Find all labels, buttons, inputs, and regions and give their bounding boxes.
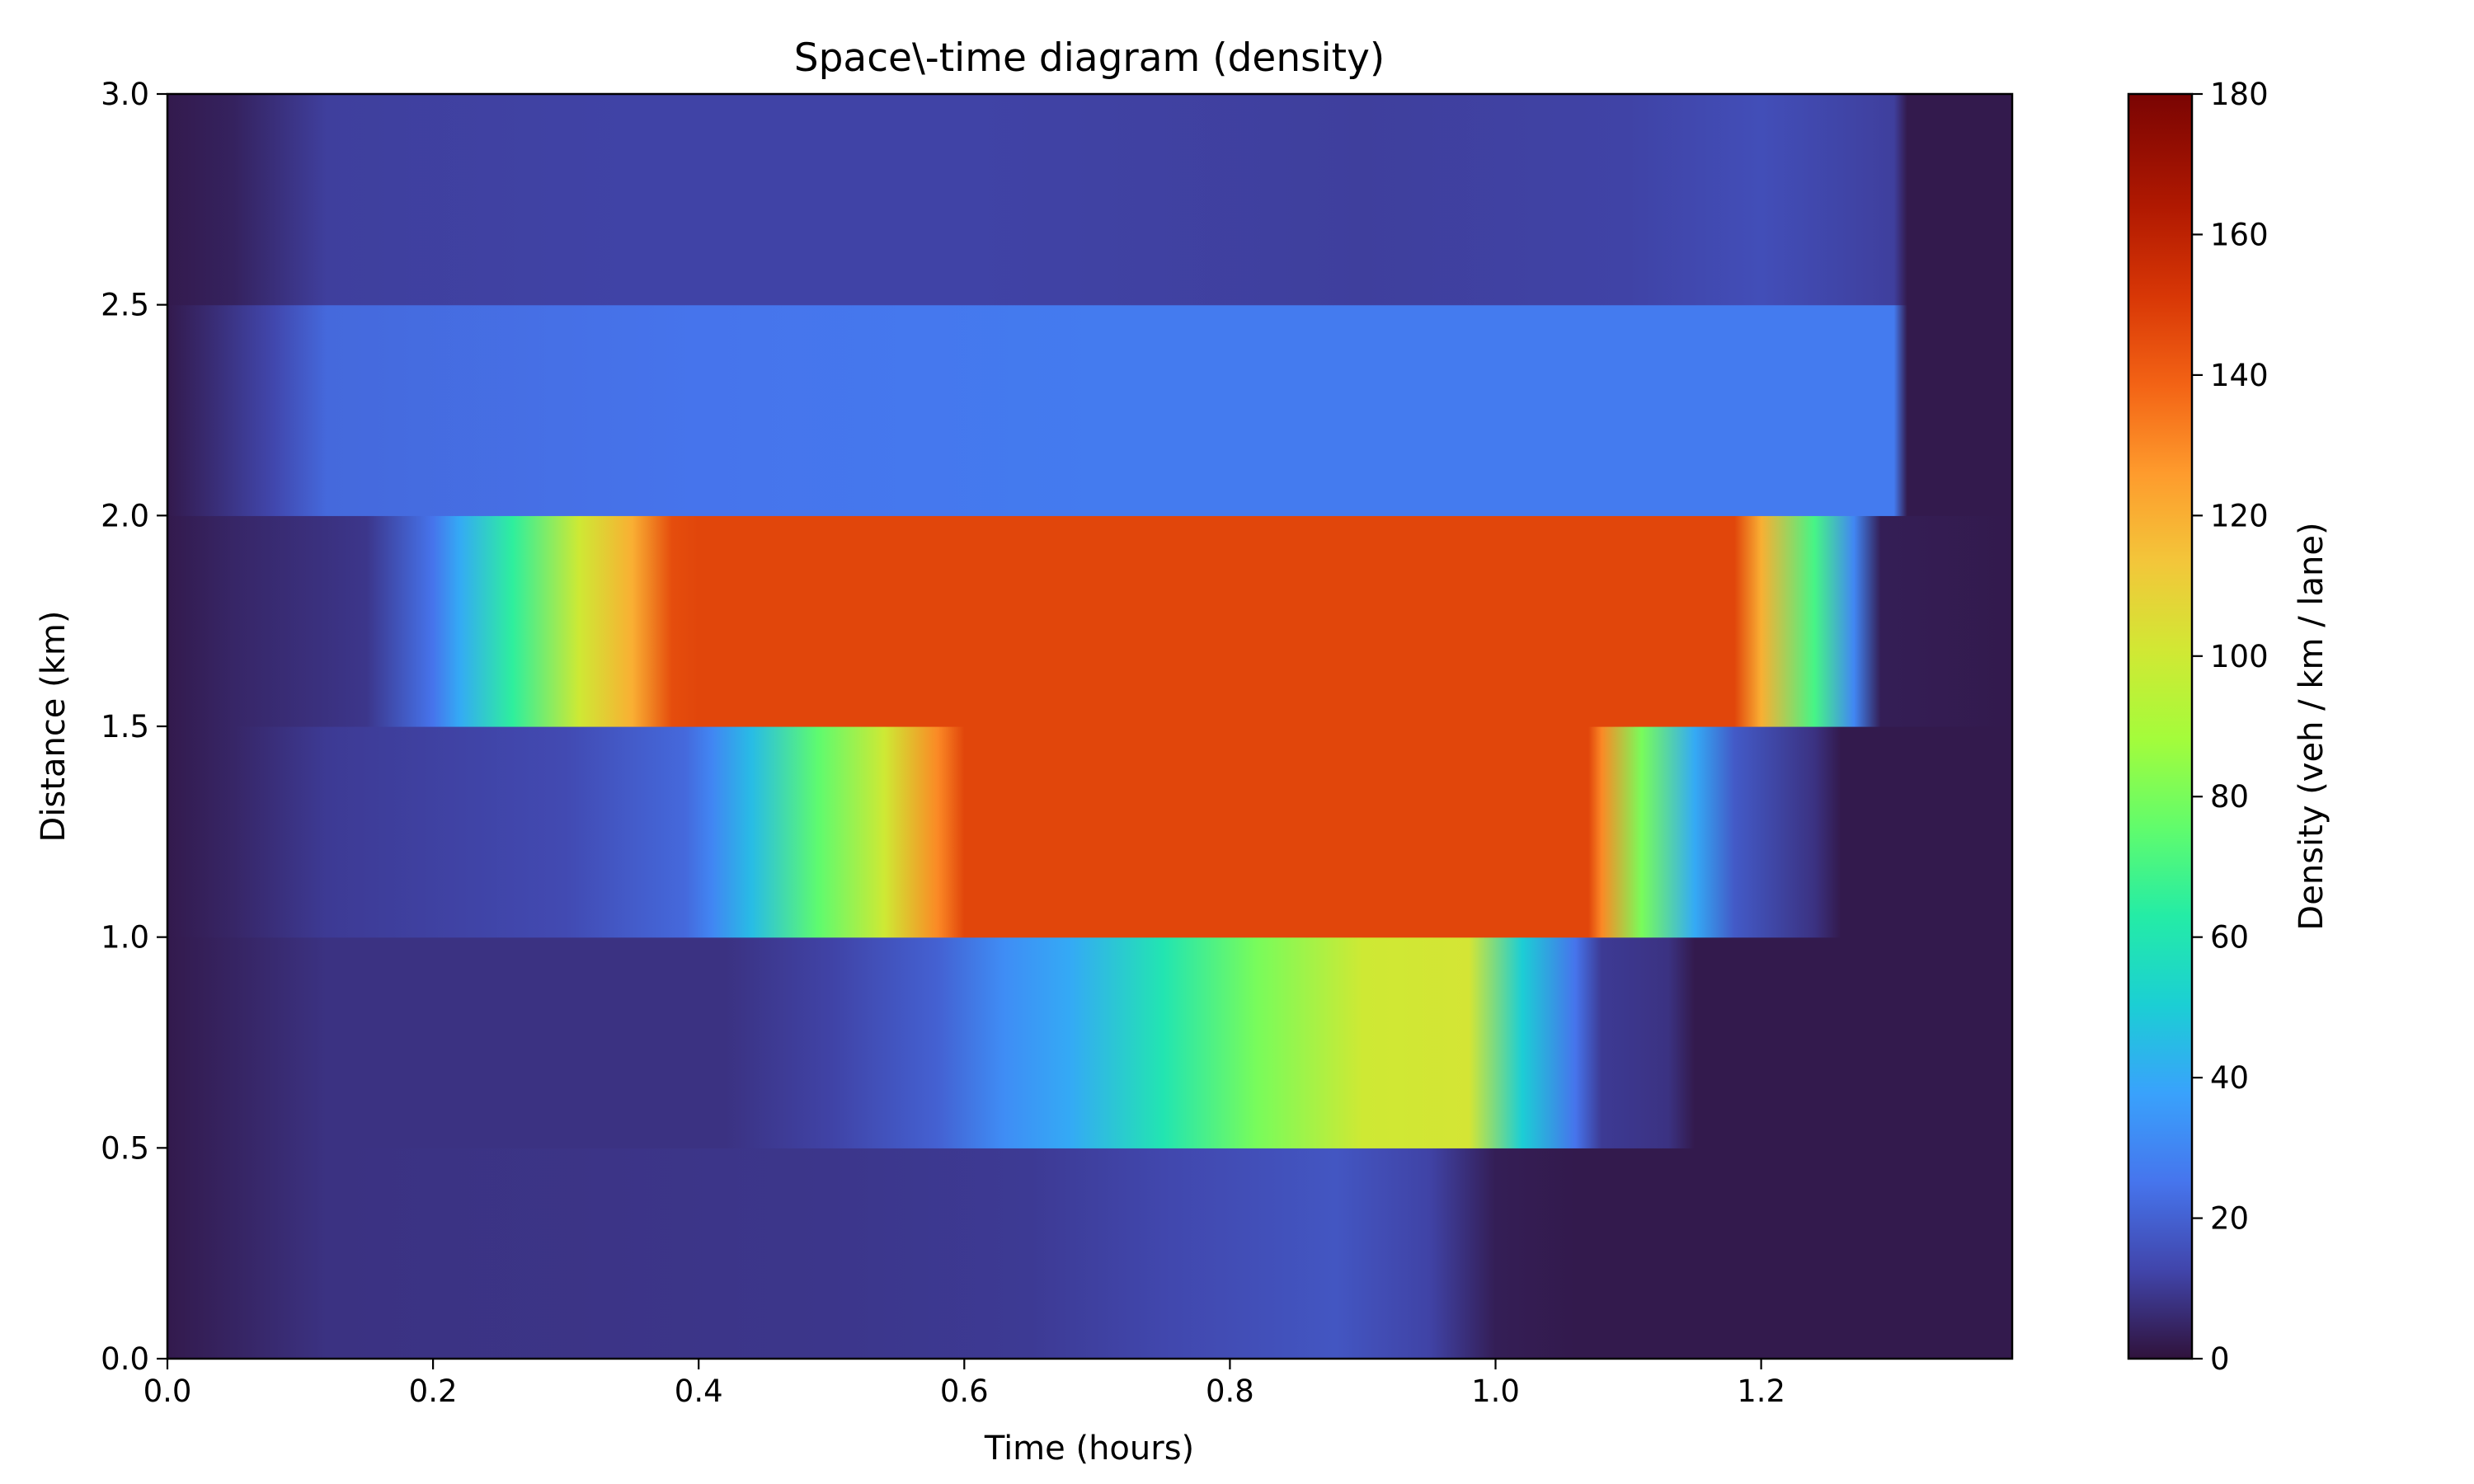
x-axis: 0.0 0.2 0.4 0.6 0.8 1.0 1.2 bbox=[143, 1359, 1785, 1409]
x-tick-label: 0.8 bbox=[1206, 1374, 1254, 1409]
colorbar-tick-label: 80 bbox=[2210, 779, 2249, 815]
colorbar-tick-label: 140 bbox=[2210, 358, 2269, 393]
plot-area bbox=[167, 94, 2012, 1359]
colorbar-tick-label: 100 bbox=[2210, 639, 2269, 674]
heatmap-band bbox=[167, 304, 2012, 516]
y-axis: 0.0 0.5 1.0 1.5 2.0 2.5 3.0 bbox=[101, 77, 167, 1377]
y-axis-title: Distance (km) bbox=[35, 611, 73, 843]
colorbar-tick-label: 60 bbox=[2210, 920, 2249, 956]
colorbar bbox=[2128, 94, 2192, 1359]
heatmap-band bbox=[167, 94, 2012, 306]
y-tick-label: 1.5 bbox=[101, 709, 149, 744]
x-axis-title: Time (hours) bbox=[984, 1430, 1194, 1468]
colorbar-gradient bbox=[2128, 94, 2192, 1359]
y-tick-label: 3.0 bbox=[101, 77, 149, 112]
colorbar-title: Density (veh / km / lane) bbox=[2293, 522, 2331, 930]
y-tick-label: 0.5 bbox=[101, 1130, 149, 1166]
colorbar-frame bbox=[2127, 92, 2194, 1360]
chart-title: Space\-time diagram (density) bbox=[794, 35, 1385, 81]
colorbar-tick-label: 120 bbox=[2210, 498, 2269, 533]
x-tick-label: 0.0 bbox=[143, 1374, 192, 1409]
heatmap-band bbox=[167, 1148, 2012, 1359]
x-tick-label: 0.4 bbox=[675, 1374, 723, 1409]
x-tick-label: 0.2 bbox=[409, 1374, 458, 1409]
y-tick-label: 2.5 bbox=[101, 288, 149, 323]
colorbar-tick-label: 20 bbox=[2210, 1201, 2249, 1237]
colorbar-tick-label: 40 bbox=[2210, 1060, 2249, 1096]
colorbar-tick-label: 0 bbox=[2210, 1341, 2230, 1377]
y-tick-label: 0.0 bbox=[101, 1341, 149, 1377]
x-tick-label: 1.0 bbox=[1471, 1374, 1520, 1409]
colorbar-tick-label: 160 bbox=[2210, 217, 2269, 252]
heatmap-band bbox=[167, 515, 2012, 727]
y-tick-label: 2.0 bbox=[101, 498, 149, 533]
colorbar-tick-label: 180 bbox=[2210, 77, 2269, 112]
y-tick-label: 1.0 bbox=[101, 920, 149, 956]
x-tick-label: 0.6 bbox=[940, 1374, 989, 1409]
heatmap-band bbox=[167, 937, 2012, 1148]
colorbar-axis: 0 20 40 60 80 100 120 140 160 180 bbox=[2192, 77, 2269, 1377]
x-tick-label: 1.2 bbox=[1737, 1374, 1785, 1409]
heatmap-band bbox=[167, 726, 2012, 938]
